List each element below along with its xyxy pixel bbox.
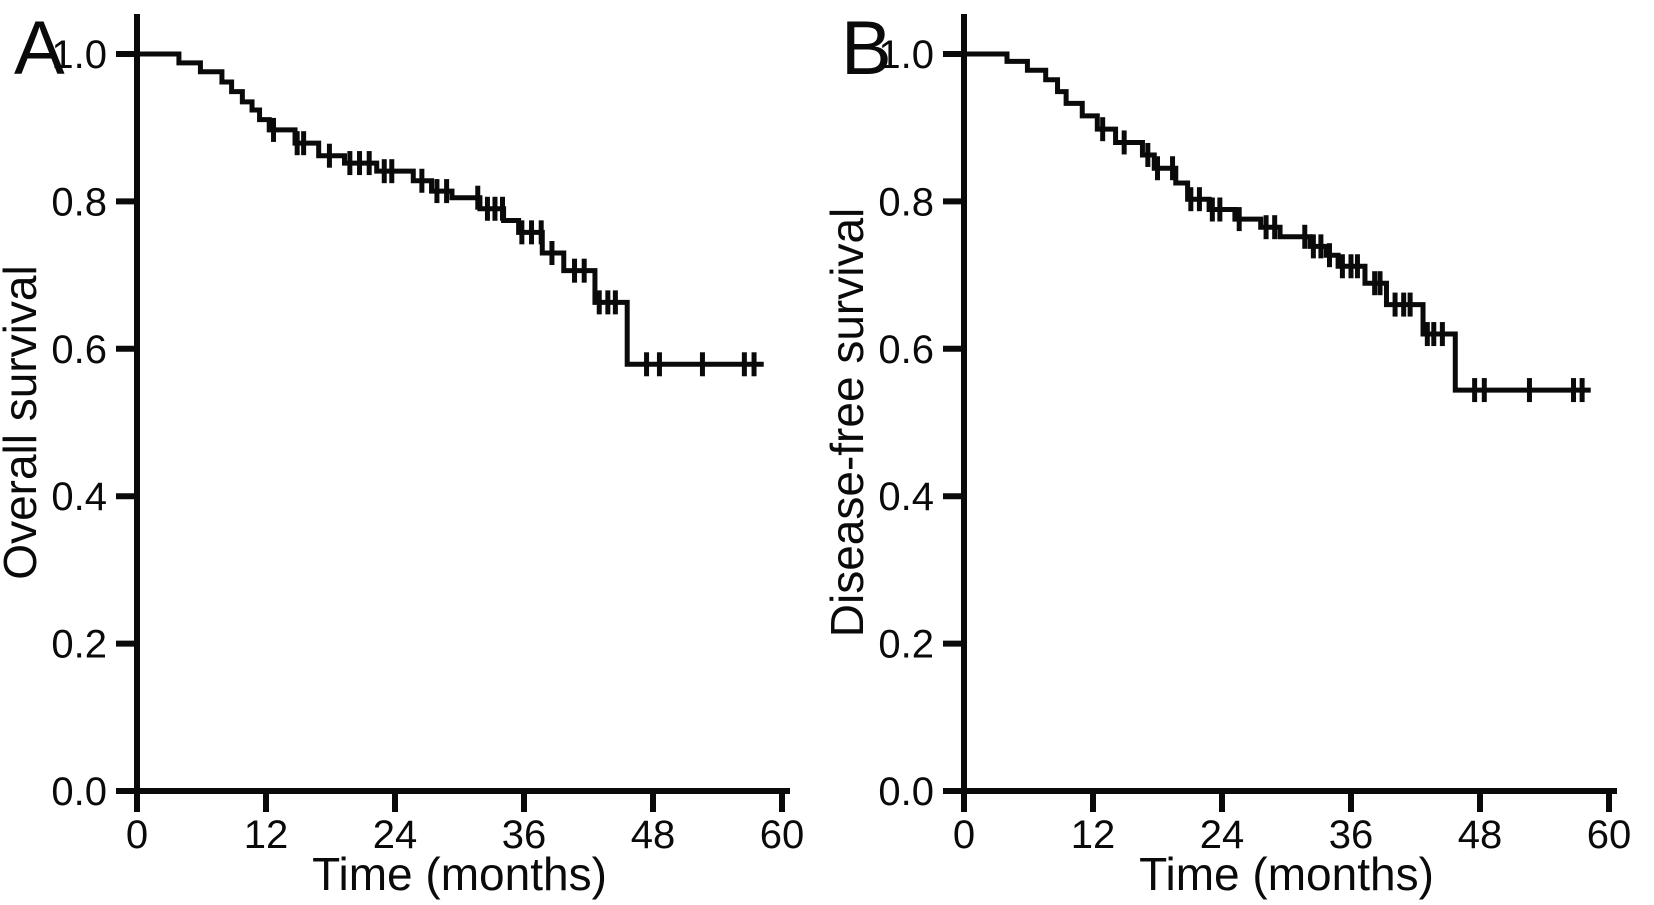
x-tick-label: 60 [1587,813,1632,857]
km-curve [964,51,1591,393]
x-tick-label: 36 [502,813,547,857]
y-axis-title: Disease-free survival [827,208,873,637]
y-tick-label: 0.0 [51,770,107,814]
x-tick-label: 0 [953,813,975,857]
y-tick-label: 0.0 [878,770,934,814]
x-tick-label: 24 [1200,813,1245,857]
y-tick-label: 1.0 [878,33,934,77]
y-tick-label: 0.8 [878,180,934,224]
y-tick-label: 0.6 [51,328,107,372]
y-tick-label: 0.6 [878,328,934,372]
y-axis-title: Overall survival [0,265,46,579]
panel-label: A [14,6,65,91]
x-axis-title: Time (months) [1139,848,1434,900]
panel-disease-free-survival: 1.0 0.8 0.6 0.4 0.2 0.0 0 12 24 36 48 60 Time (month… [827,6,1632,900]
x-tick-label: 12 [1071,813,1116,857]
x-tick-label: 12 [244,813,289,857]
y-tick-label: 0.2 [878,623,934,667]
y-tick-label: 0.2 [51,623,107,667]
x-tick-label: 60 [760,813,805,857]
x-tick-label: 48 [1458,813,1503,857]
x-tick-label: 0 [126,813,148,857]
x-tick-label: 24 [373,813,418,857]
km-curve [137,51,764,367]
y-tick-label: 0.4 [878,475,934,519]
x-tick-label: 36 [1329,813,1374,857]
y-tick-label: 0.4 [51,475,107,519]
x-tick-label: 48 [631,813,676,857]
panel-overall-survival: 1.0 0.8 0.6 0.4 0.2 0.0 0 12 24 36 48 60 Time (month… [0,6,805,900]
y-tick-label: 0.8 [51,180,107,224]
x-axis-title: Time (months) [312,848,607,900]
y-tick-label: 1.0 [51,33,107,77]
panel-label: B [841,6,892,91]
